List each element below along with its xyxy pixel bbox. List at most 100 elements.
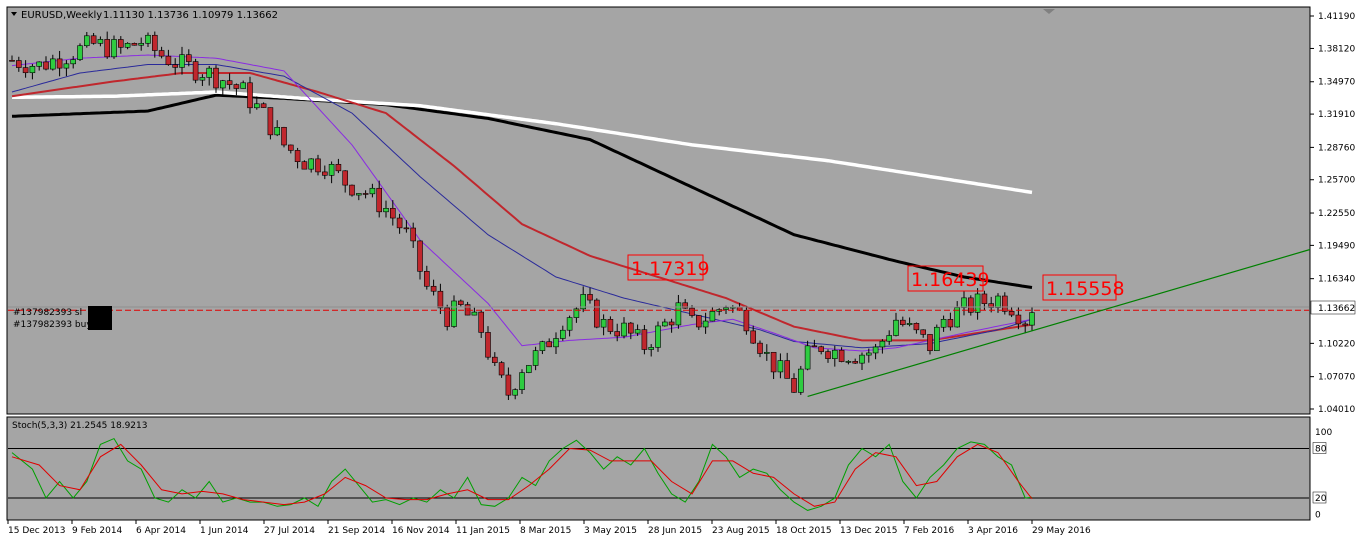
- bull-candle-body: [845, 361, 852, 363]
- candle: [1022, 321, 1029, 334]
- sl-order-label: #137982393 sl: [13, 308, 82, 318]
- bear-candle-body: [410, 227, 417, 242]
- candle: [444, 304, 451, 331]
- time-axis: 15 Dec 2013 9 Feb 2014 6 Apr 2014 1 Jun 201…: [7, 520, 1091, 536]
- candle: [933, 324, 940, 352]
- candle: [512, 388, 519, 400]
- time-tick-label: 13 Dec 2015: [840, 526, 898, 536]
- bear-candle-body: [233, 84, 240, 89]
- bear-candle-body: [104, 39, 110, 58]
- time-tick-label: 7 Feb 2016: [904, 526, 955, 536]
- bull-candle-body: [961, 297, 967, 308]
- bear-candle-body: [315, 158, 321, 173]
- bear-candle-body: [485, 332, 491, 358]
- bear-candle-body: [1015, 314, 1022, 325]
- stoch-axis: 100 80 20 0: [1312, 428, 1332, 521]
- price-tick-label: 1.16340: [1318, 275, 1355, 285]
- candle: [226, 73, 233, 90]
- bull-candle-body: [553, 338, 559, 348]
- bear-candle-body: [967, 297, 974, 313]
- main-panel[interactable]: [6, 6, 1311, 415]
- candle: [396, 213, 403, 234]
- symbol-label: EURUSD,Weekly: [21, 10, 102, 21]
- candle: [893, 312, 899, 337]
- price-tick-label: 1.22550: [1318, 209, 1355, 219]
- candle: [90, 32, 97, 45]
- bull-candle-body: [865, 352, 872, 356]
- bear-candle-body: [430, 285, 437, 292]
- candle: [553, 332, 559, 355]
- candle: [294, 147, 301, 169]
- bear-candle-body: [668, 321, 675, 326]
- candle: [899, 316, 906, 327]
- candle: [335, 158, 342, 174]
- bear-candle-body: [770, 351, 777, 373]
- candle: [301, 160, 308, 170]
- bear-candle-body: [743, 309, 750, 332]
- candle: [600, 314, 607, 336]
- bull-candle-body: [600, 319, 607, 328]
- stoch-signal-line: [11, 443, 1033, 507]
- scroll-marker-icon[interactable]: [1043, 9, 1055, 14]
- bear-candle-body: [247, 82, 253, 109]
- bull-candle-body: [179, 54, 185, 68]
- candle: [213, 65, 219, 93]
- candle: [777, 353, 784, 379]
- candle: [43, 56, 49, 71]
- candle: [838, 347, 845, 363]
- time-tick-label: 15 Dec 2013: [8, 526, 66, 536]
- candle: [614, 323, 621, 342]
- order-marker[interactable]: [88, 306, 112, 330]
- bear-candle-body: [152, 34, 158, 51]
- time-tick-label: 3 May 2015: [584, 526, 637, 536]
- bear-candle-body: [437, 290, 444, 309]
- stoch-tick-label: 80: [1315, 445, 1327, 455]
- candle: [831, 345, 838, 367]
- candle: [627, 321, 634, 340]
- candle: [220, 79, 226, 97]
- candle: [104, 31, 110, 59]
- bull-candle-body: [906, 323, 913, 325]
- candle: [573, 306, 580, 323]
- candle: [349, 184, 355, 197]
- bear-candle-body: [641, 329, 648, 350]
- bull-candle-body: [355, 193, 362, 196]
- bear-candle-body: [587, 294, 593, 301]
- candle: [1029, 306, 1035, 331]
- bear-candle-body: [920, 329, 927, 335]
- candle: [111, 35, 117, 59]
- candle: [661, 318, 668, 327]
- price-tick-label: 1.10220: [1318, 339, 1355, 349]
- bull-candle-body: [220, 80, 226, 89]
- time-tick-label: 29 May 2016: [1032, 526, 1091, 536]
- bear-candle-body: [9, 59, 15, 62]
- bear-candle-body: [927, 334, 933, 352]
- dropdown-icon[interactable]: [11, 12, 17, 16]
- candle: [702, 312, 709, 334]
- bear-candle-body: [1001, 295, 1008, 312]
- stoch-label: Stoch(5,3,3) 21.2545 18.9213: [12, 421, 147, 431]
- candles: [9, 31, 1035, 400]
- candle: [267, 107, 274, 140]
- bear-candle-body: [852, 361, 859, 364]
- bull-candle-body: [124, 43, 131, 48]
- bear-candle-body: [118, 39, 124, 48]
- candle: [9, 55, 15, 62]
- bear-candle-body: [627, 322, 634, 334]
- candle: [872, 343, 879, 360]
- candle: [1001, 292, 1008, 315]
- bull-candle-body: [580, 294, 587, 310]
- bear-candle-body: [287, 144, 294, 151]
- candle: [757, 340, 763, 358]
- candle: [308, 158, 315, 173]
- bear-candle-body: [818, 346, 825, 352]
- candle: [913, 322, 920, 334]
- price-tick-label: 1.31910: [1318, 110, 1355, 120]
- bull-candle-body: [111, 39, 117, 58]
- bear-candle-body: [281, 126, 287, 146]
- candle: [233, 83, 240, 96]
- candle: [967, 295, 974, 316]
- time-tick-label: 18 Oct 2015: [776, 526, 832, 536]
- time-tick-label: 3 Apr 2016: [968, 526, 1018, 536]
